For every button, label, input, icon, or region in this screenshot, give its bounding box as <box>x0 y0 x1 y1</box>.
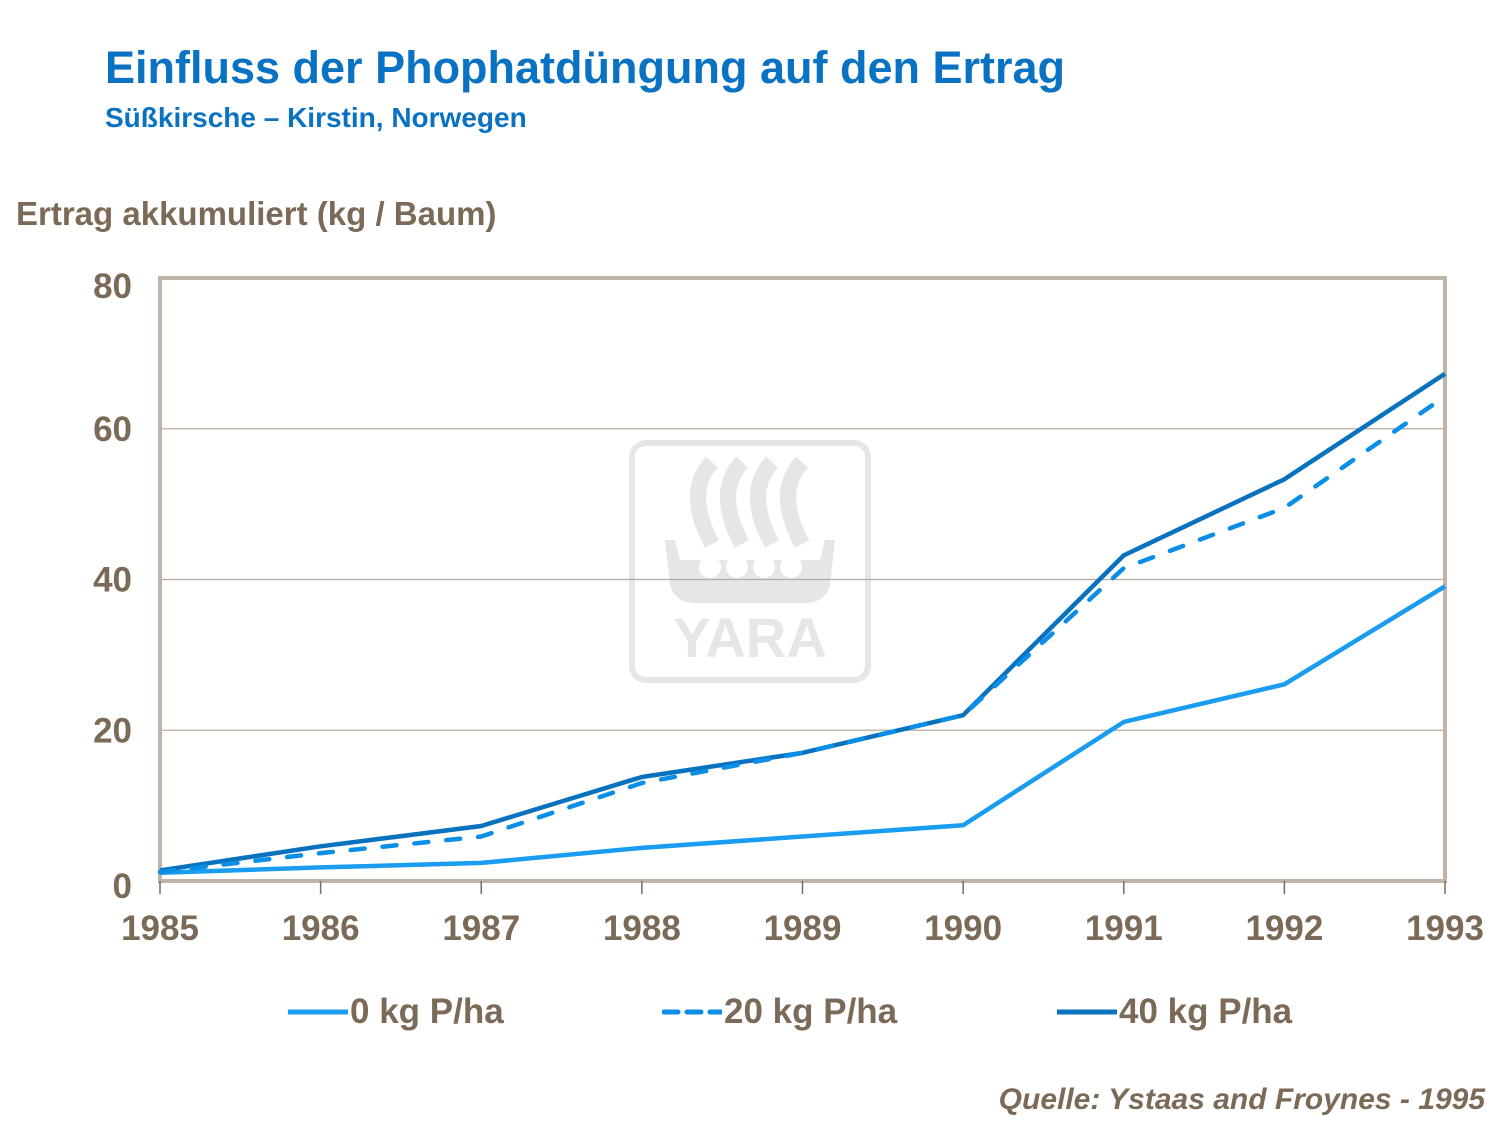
legend-line-solid-dark <box>1057 1009 1117 1015</box>
y-tick-label: 60 <box>93 410 132 449</box>
x-tick-label: 1991 <box>1085 909 1163 948</box>
x-tick-label: 1989 <box>764 909 842 948</box>
legend-label: 0 kg P/ha <box>350 992 504 1031</box>
legend-line-solid-light <box>288 1009 348 1015</box>
y-tick-label: 80 <box>93 267 132 306</box>
x-tick-label: 1990 <box>924 909 1002 948</box>
chart-subtitle: Süßkirsche – Kirstin, Norwegen <box>105 102 527 133</box>
legend-label: 20 kg P/ha <box>724 992 898 1031</box>
source-note: Quelle: Ystaas and Froynes - 1995 <box>998 1083 1485 1116</box>
legend-item-0kg: 0 kg P/ha <box>288 992 504 1032</box>
y-tick-label: 20 <box>93 711 132 750</box>
x-tick-label: 1986 <box>282 909 360 948</box>
legend-item-40kg: 40 kg P/ha <box>1057 992 1292 1032</box>
y-tick-label: 40 <box>93 561 132 600</box>
svg-text:YARA: YARA <box>673 606 827 669</box>
chart-title: Einfluss der Phophatdüngung auf den Ertr… <box>105 42 1066 93</box>
x-tick-label: 1985 <box>121 909 199 948</box>
x-tick-label: 1988 <box>603 909 681 948</box>
x-tick-label: 1992 <box>1245 909 1323 948</box>
series-line-0 <box>159 584 1447 875</box>
yara-logo-watermark: YARA <box>629 440 871 683</box>
x-tick-label: 1993 <box>1406 909 1484 948</box>
x-tick-label: 1987 <box>442 909 520 948</box>
series-line-1 <box>157 394 1448 875</box>
legend-item-20kg: 20 kg P/ha <box>662 992 897 1032</box>
y-axis-label: Ertrag akkumuliert (kg / Baum) <box>16 195 497 232</box>
legend-label: 40 kg P/ha <box>1119 992 1293 1031</box>
legend-line-dashed <box>662 1009 722 1015</box>
y-tick-label: 0 <box>113 867 132 906</box>
